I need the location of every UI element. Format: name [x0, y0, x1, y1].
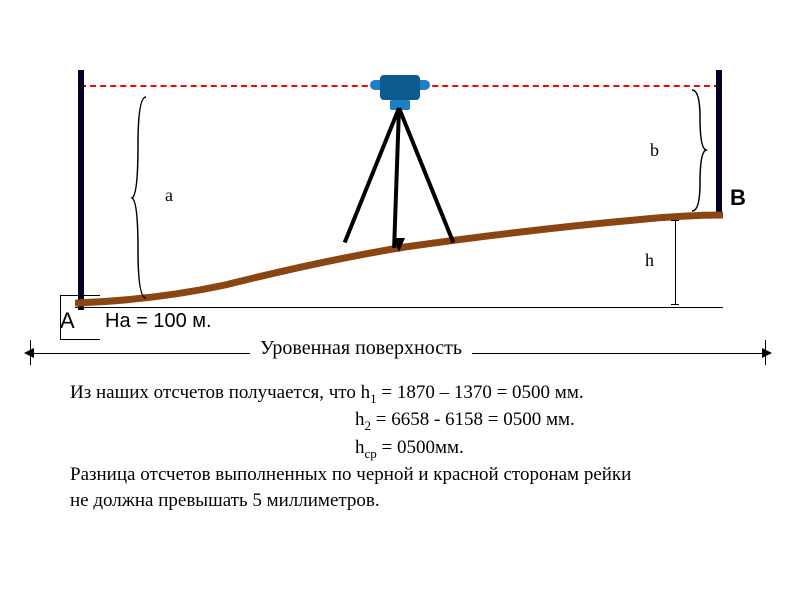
level-body: [380, 75, 420, 100]
text-line-3: hср = 0500мм.: [70, 435, 740, 462]
text-line-5: не должна превышать 5 миллиметров.: [70, 488, 740, 514]
label-b: b: [650, 140, 659, 161]
t1a: Из наших отсчетов получается, что h: [70, 382, 370, 403]
ground-peg: [393, 238, 405, 252]
ha-brace: [60, 295, 100, 340]
t3s: ср: [365, 445, 377, 460]
t1b: = 1870 – 1370 = 0500 мм.: [377, 382, 584, 403]
staff-right: [716, 70, 722, 218]
leveling-instrument: [365, 75, 435, 255]
label-a: a: [165, 185, 173, 206]
text-line-1: Из наших отсчетов получается, что h1 = 1…: [70, 380, 740, 407]
point-b-label: B: [730, 185, 746, 211]
t2a: h: [355, 409, 365, 430]
tick-left: [30, 340, 31, 365]
ha-label: Ha = 100 м.: [105, 310, 212, 333]
t3b: = 0500мм.: [377, 437, 464, 458]
t2b: = 6658 - 6158 = 0500 мм.: [371, 409, 575, 430]
surface-label: Уровенная поверхность: [250, 337, 472, 360]
brace-b: [688, 88, 708, 213]
text-line-4: Разница отсчетов выполненных по черной и…: [70, 462, 740, 488]
text-line-2: h2 = 6658 - 6158 = 0500 мм.: [70, 407, 740, 434]
t3a: h: [355, 437, 365, 458]
tripod-leg: [392, 108, 401, 248]
calculation-text: Из наших отсчетов получается, что h1 = 1…: [70, 380, 740, 513]
label-h: h: [645, 250, 654, 271]
tripod-leg: [397, 107, 455, 243]
arrow-right: [762, 348, 772, 358]
dim-h: [675, 220, 676, 305]
brace-a: [130, 95, 150, 300]
tick-right: [765, 340, 766, 365]
base-line: [75, 307, 723, 308]
